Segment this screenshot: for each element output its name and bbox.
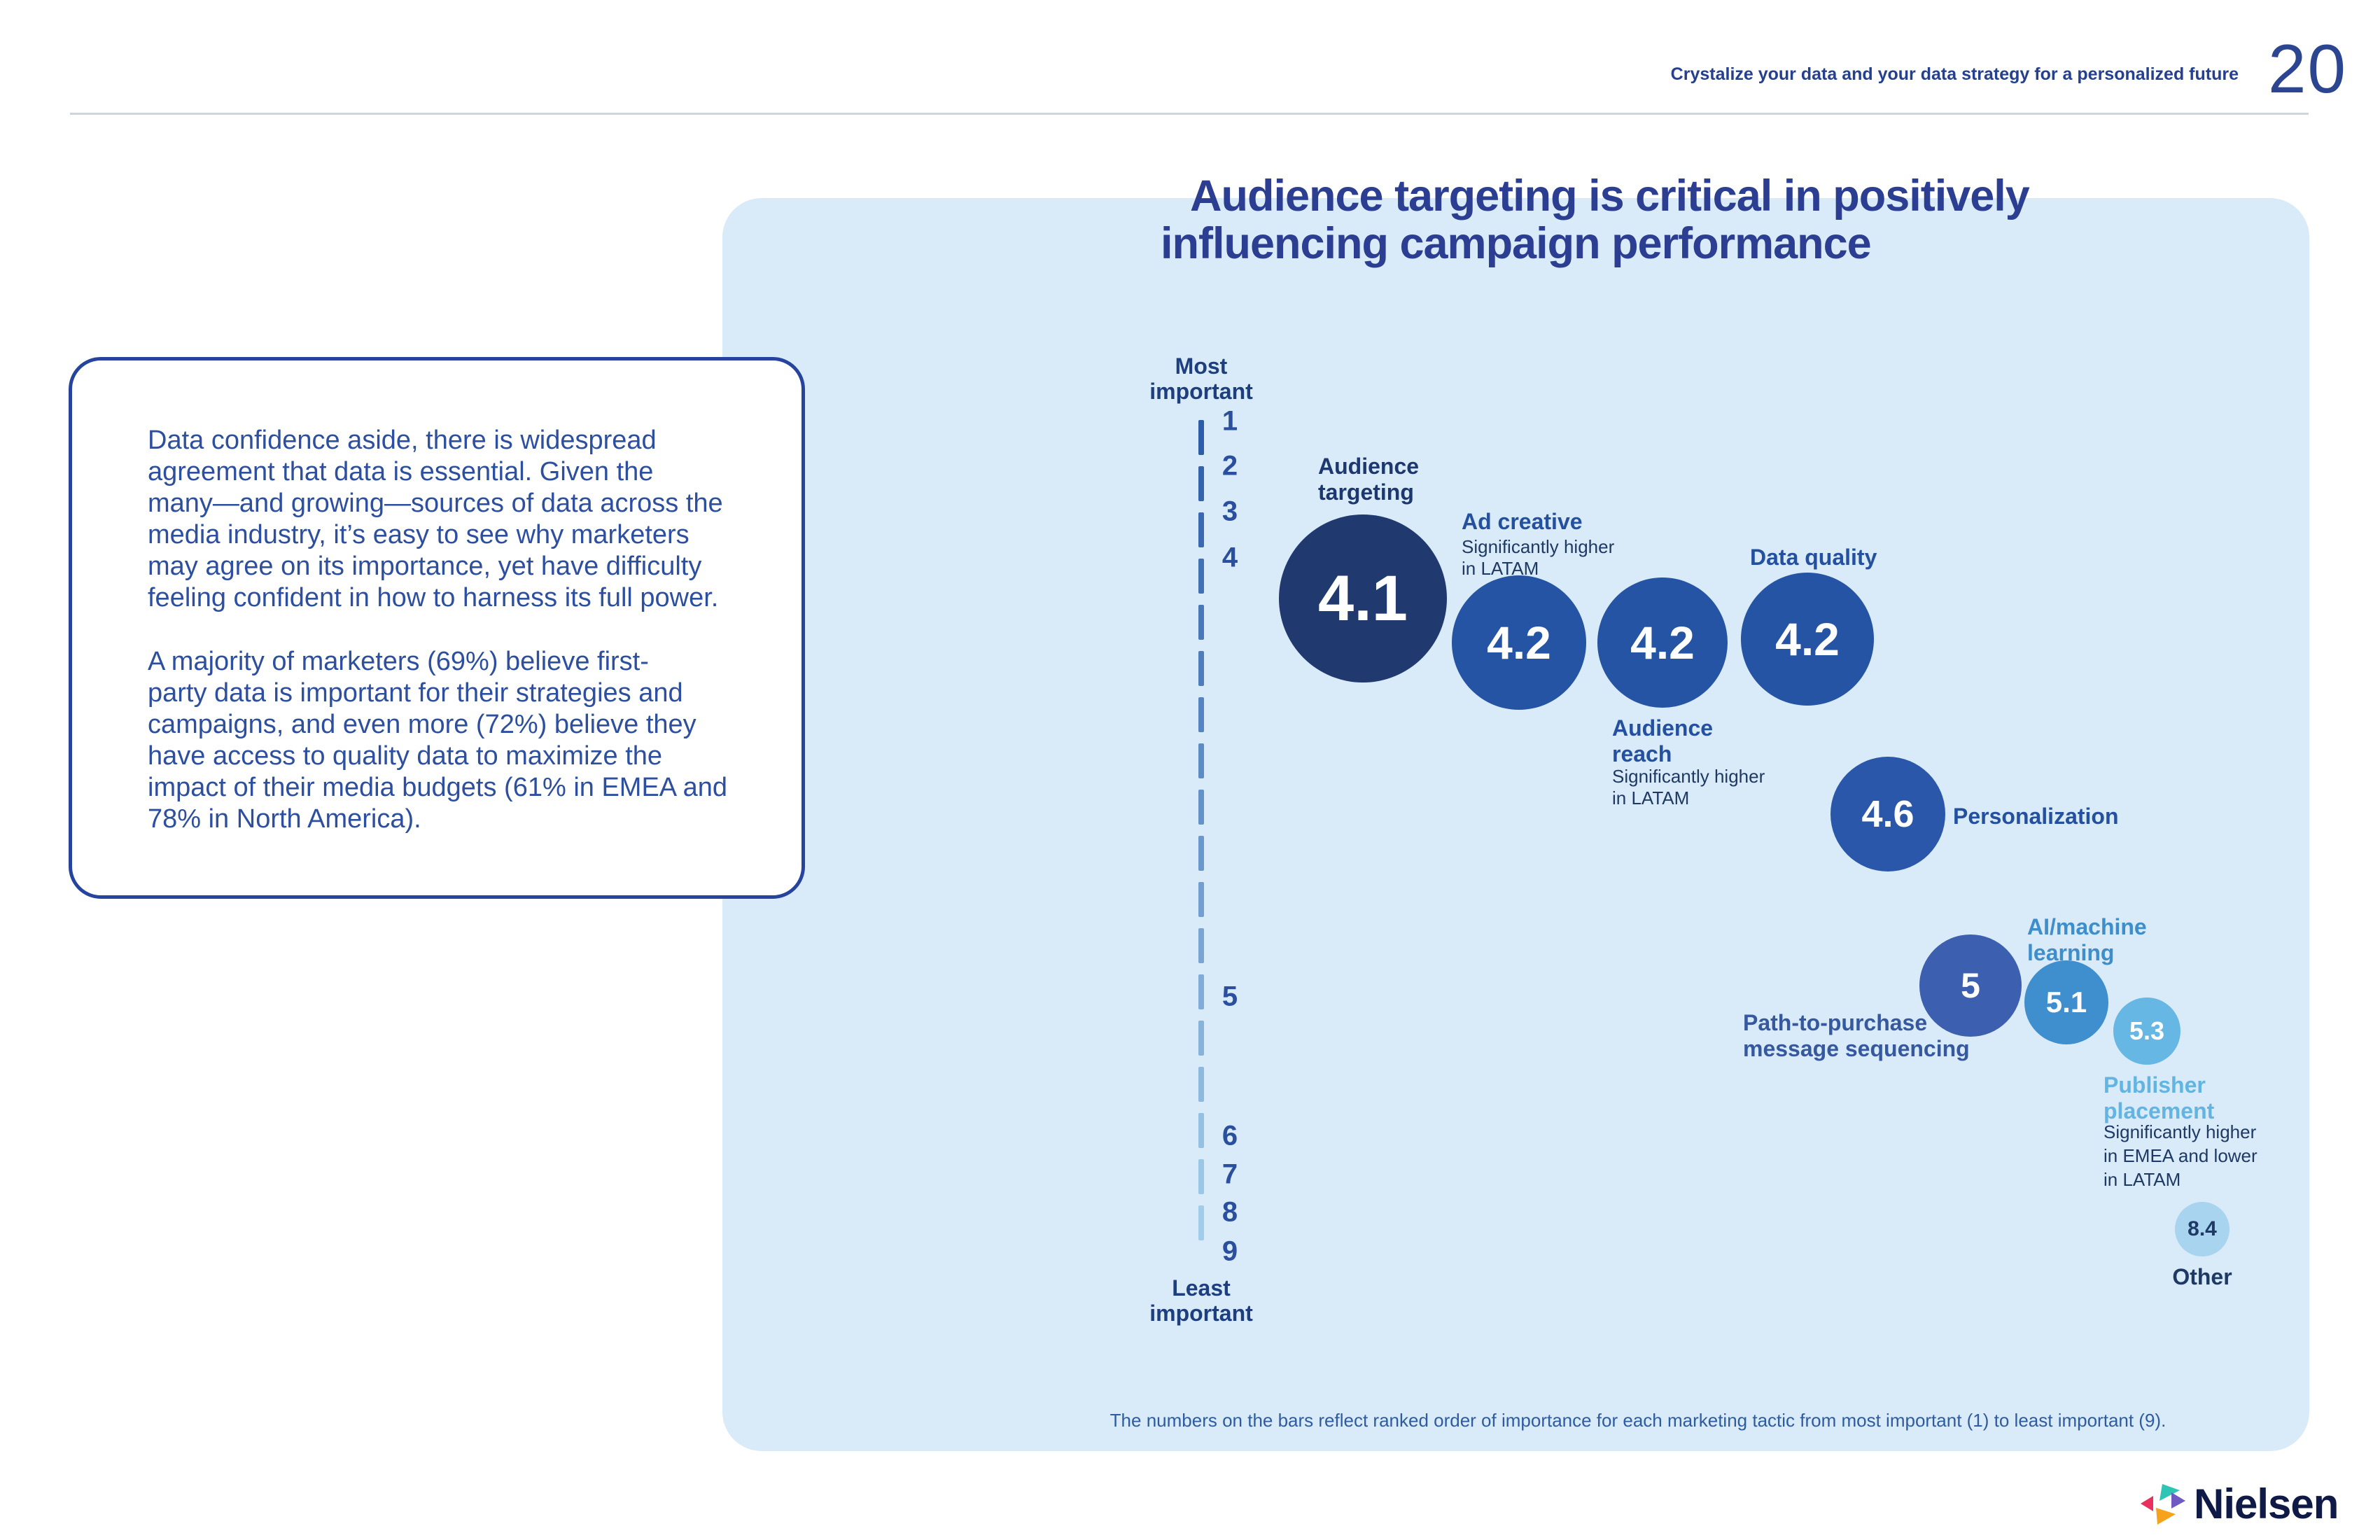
axis-dashed-line-segment <box>1198 743 1204 778</box>
insight-paragraph-1: Data confidence aside, there is widespre… <box>148 426 723 612</box>
bubble-note-ad-creative: Significantly higher in LATAM <box>1462 536 1615 579</box>
axis-dashed-line-segment <box>1198 1159 1204 1194</box>
axis-dashed-line-segment <box>1198 697 1204 732</box>
logo-triangle-pink-icon <box>2141 1496 2153 1511</box>
bubble-ad-creative: 4.2 <box>1452 575 1586 710</box>
axis-dashed-line-segment <box>1198 928 1204 963</box>
bubble-audience-targeting: 4.1 <box>1279 514 1447 682</box>
bubble-value: 8.4 <box>2188 1217 2217 1240</box>
axis-tick: 9 <box>1222 1236 1238 1267</box>
axis-dashed-line-segment <box>1198 790 1204 825</box>
logo-triangle-purple-icon <box>2171 1492 2185 1508</box>
axis-dashed-line-segment <box>1198 466 1204 501</box>
axis-tick: 7 <box>1222 1158 1238 1190</box>
bubble-ai-ml: 5.1 <box>2024 960 2108 1044</box>
bubble-label-other: Other <box>2172 1264 2232 1289</box>
axis-dashed-line-segment <box>1198 1113 1204 1148</box>
insight-paragraph-2: A majority of marketers (69%) believe fi… <box>148 647 728 834</box>
axis-tick: 4 <box>1222 542 1238 573</box>
nielsen-logo: Nielsen <box>2141 1483 2365 1526</box>
bubble-label-ai-ml: AI/machine learning <box>2027 914 2147 965</box>
axis-dashed-line-segment <box>1198 605 1204 640</box>
bubble-label-data-quality: Data quality <box>1750 545 1877 570</box>
logo-triangle-orange-icon <box>2156 1508 2176 1525</box>
axis-dashed-line-segment <box>1198 420 1204 455</box>
axis-dashed-line-segment <box>1198 559 1204 594</box>
nielsen-wordmark: Nielsen <box>2194 1480 2339 1527</box>
bubble-label-audience-reach: Audience reach <box>1612 715 1714 766</box>
axis-tick: 3 <box>1222 496 1238 527</box>
bubble-other: 8.4 <box>2175 1202 2230 1256</box>
bubble-label-publisher-placement: Publisher placement <box>2104 1072 2215 1124</box>
axis-tick: 6 <box>1222 1120 1238 1152</box>
bubble-label-audience-targeting: Audience targeting <box>1318 454 1420 505</box>
axis-dashed-line-segment <box>1198 512 1204 547</box>
axis-tick: 1 <box>1222 405 1238 437</box>
header-rule <box>70 113 2309 115</box>
axis-dashed-line-segment <box>1198 651 1204 686</box>
axis-tick: 2 <box>1222 450 1238 482</box>
bubble-value: 4.1 <box>1318 562 1408 634</box>
chart-footnote: The numbers on the bars reflect ranked o… <box>1110 1410 2166 1431</box>
bubble-label-path-to-purchase: Path-to-purchase message sequencing <box>1743 1010 1970 1061</box>
axis-dashed-line-segment <box>1198 882 1204 917</box>
bubble-value: 4.2 <box>1630 617 1695 668</box>
axis-bottom-label: Least important <box>1149 1275 1253 1326</box>
axis-dashed-line-segment <box>1198 1021 1204 1056</box>
axis-dashed-line-segment <box>1198 974 1204 1009</box>
bubble-label-personalization: Personalization <box>1953 804 2119 829</box>
axis-top-label: Most important <box>1149 354 1253 404</box>
bubble-note-audience-reach: Significantly higher in LATAM <box>1612 766 1765 808</box>
axis-dashed-line-segment <box>1198 1205 1204 1240</box>
bubble-value: 5.1 <box>2045 986 2087 1018</box>
axis-tick: 8 <box>1222 1196 1238 1228</box>
bubble-value: 5.3 <box>2129 1016 2165 1045</box>
page-number: 20 <box>2268 30 2348 107</box>
chart-title-line-2: influencing campaign performance <box>1161 219 1872 268</box>
bubble-personalization: 4.6 <box>1830 757 1945 872</box>
chart-title-line-1: Audience targeting is critical in positi… <box>1190 172 2030 220</box>
header-tagline: Crystalize your data and your data strat… <box>1670 64 2239 84</box>
bubble-note-publisher-placement: Significantly higher in EMEA and lower i… <box>2104 1121 2258 1190</box>
bubble-value: 5 <box>1961 966 1980 1005</box>
bubble-path-to-purchase: 5 <box>1919 934 2022 1037</box>
bubble-value: 4.2 <box>1487 617 1551 668</box>
axis-tick: 5 <box>1222 981 1238 1012</box>
bubble-audience-reach: 4.2 <box>1597 578 1728 708</box>
axis-dashed-line-segment <box>1198 836 1204 871</box>
bubble-value: 4.6 <box>1861 793 1914 835</box>
insight-card: Data confidence aside, there is widespre… <box>69 357 805 899</box>
chart-panel <box>722 198 2309 1451</box>
nielsen-logo-mark <box>2141 1484 2185 1525</box>
bubble-publisher-placement: 5.3 <box>2113 997 2180 1065</box>
logo-triangle-teal-icon <box>2160 1484 2180 1501</box>
axis-dashed-line-segment <box>1198 1067 1204 1102</box>
bubble-value: 4.2 <box>1775 613 1840 665</box>
bubble-label-ad-creative: Ad creative <box>1462 509 1583 534</box>
bubble-data-quality: 4.2 <box>1741 573 1874 706</box>
